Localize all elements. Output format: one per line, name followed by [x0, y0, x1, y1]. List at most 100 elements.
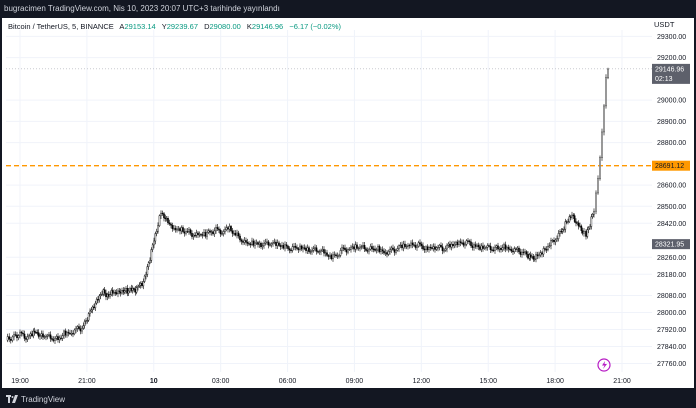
candle-body — [267, 241, 270, 246]
candle-body — [461, 242, 463, 244]
candle-body — [26, 336, 29, 340]
candle-body — [492, 249, 495, 251]
candle-body — [515, 248, 517, 250]
y-tick-label: 28180.00 — [657, 272, 686, 279]
candles-layer — [6, 67, 609, 344]
candle-body — [107, 294, 110, 297]
candle-body — [315, 247, 318, 252]
candle-body — [127, 290, 130, 294]
candle-body — [471, 245, 474, 248]
candle-body — [438, 244, 441, 248]
candle-body — [441, 246, 444, 251]
candle-body — [213, 230, 216, 235]
x-tick-label: 03:00 — [212, 378, 230, 385]
candle-body — [468, 240, 471, 243]
candle-body — [417, 242, 420, 247]
candle-body — [48, 334, 50, 336]
candle-body — [142, 281, 145, 287]
chart-canvas[interactable]: 29300.00 29200.00 29000.00 28900.00 28800.00… — [2, 18, 694, 388]
candle-body — [230, 226, 232, 232]
candle-body — [420, 243, 423, 246]
candle-body — [363, 245, 366, 249]
candle-body — [70, 333, 73, 335]
marker-price-badge — [652, 239, 690, 250]
candle-body — [563, 228, 565, 231]
lightning-icon[interactable] — [597, 358, 611, 372]
candle-body — [426, 246, 429, 250]
candle-body — [567, 221, 569, 223]
candle-body — [350, 246, 352, 250]
candle-body — [522, 251, 525, 254]
candle-body — [548, 245, 551, 247]
y-tick-label: 29300.00 — [657, 34, 686, 41]
candle-body — [242, 241, 244, 243]
candle-body — [365, 248, 367, 251]
candle-body — [164, 217, 167, 219]
candle-body — [332, 254, 334, 259]
candle-body — [413, 244, 415, 246]
candle-body — [449, 243, 451, 248]
y-tick-label: 28420.00 — [657, 221, 686, 228]
candle-body — [305, 247, 307, 251]
candle-body — [308, 247, 310, 252]
candle-body — [504, 244, 507, 250]
candle-body — [531, 256, 533, 258]
candle-body — [189, 229, 192, 234]
candle-body — [544, 248, 546, 250]
candle-body — [556, 238, 558, 241]
candle-body — [125, 288, 127, 291]
candle-body — [83, 321, 86, 326]
candle-body — [396, 248, 399, 251]
candle-body — [177, 228, 180, 230]
y-tick-label: 27920.00 — [657, 327, 686, 334]
candle-body — [151, 244, 154, 250]
candle-body — [130, 288, 133, 291]
candle-body — [290, 249, 292, 252]
candle-body — [82, 325, 85, 329]
x-tick-label: 18:00 — [546, 378, 564, 385]
candle-body — [580, 225, 583, 231]
chart-svg[interactable]: 29300.00 29200.00 29000.00 28900.00 28800.00… — [2, 18, 694, 388]
candle-body — [405, 246, 408, 248]
candle-body — [399, 244, 402, 247]
candle-body — [450, 244, 453, 248]
candle-body — [599, 157, 601, 179]
candle-body — [605, 77, 607, 107]
candle-body — [326, 252, 328, 256]
candle-body — [46, 335, 49, 337]
candle-body — [521, 251, 523, 255]
x-tick-label: 19:00 — [11, 378, 29, 385]
candle-body — [188, 229, 190, 232]
publish-header: bugracimen TradingView.com, Nis 10, 2023… — [0, 0, 696, 18]
candle-body — [43, 336, 46, 338]
candle-body — [488, 245, 490, 247]
candle-body — [314, 247, 316, 249]
candle-body — [248, 243, 250, 245]
candle-body — [437, 246, 439, 249]
candle-body — [11, 336, 14, 341]
candle-body — [525, 251, 528, 255]
candle-body — [536, 254, 539, 257]
candle-body — [362, 245, 364, 247]
candle-body — [477, 244, 480, 248]
candle-body — [291, 246, 294, 251]
candle-body — [380, 249, 382, 252]
candle-body — [458, 241, 460, 245]
candle-body — [429, 247, 432, 249]
candle-body — [161, 212, 164, 215]
ohlc-high-label: Y — [162, 22, 167, 31]
candle-body — [288, 248, 291, 251]
y-tick-label: 27760.00 — [657, 361, 686, 368]
candle-body — [150, 249, 153, 261]
candle-body — [137, 286, 139, 288]
candle-body — [224, 229, 226, 232]
candle-body — [542, 248, 545, 255]
candle-body — [85, 319, 87, 322]
candle-body — [386, 252, 388, 255]
candle-body — [72, 333, 74, 335]
candle-body — [519, 251, 522, 255]
candle-body — [303, 247, 306, 249]
candle-body — [89, 310, 91, 314]
horizontal-level-badge — [652, 160, 690, 171]
candle-body — [200, 234, 202, 236]
